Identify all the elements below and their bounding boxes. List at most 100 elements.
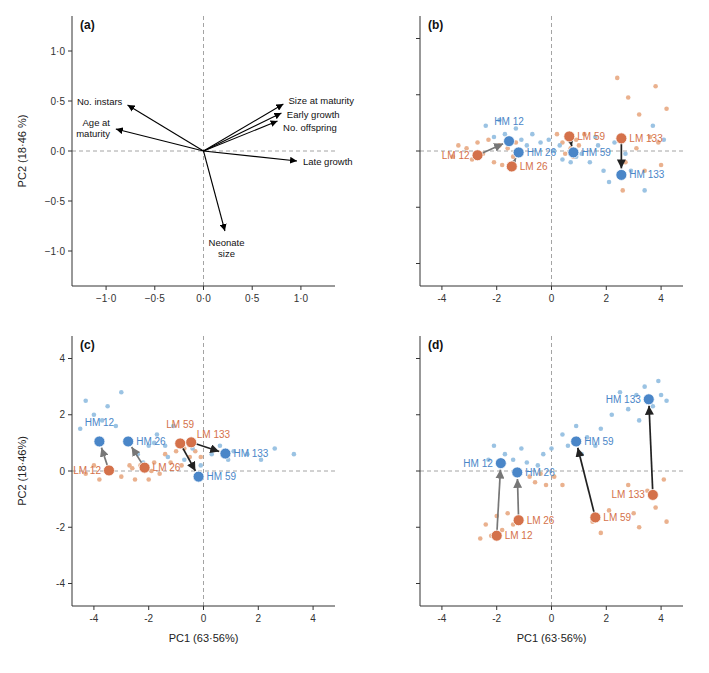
x-tick-label: 2 [256,613,262,624]
point [119,474,124,479]
y-tick-label: 4 [59,353,65,364]
centroid-label: LM 59 [577,131,605,142]
centroid-label: LM 12 [442,150,470,161]
loading-arrow [204,121,278,151]
x-tick [313,606,314,610]
centroid [504,136,515,147]
point [637,418,642,423]
point [492,135,497,140]
centroid-label: HM 26 [525,467,555,478]
vector-label: Late growth [303,156,353,167]
point [503,452,508,457]
point [492,160,497,165]
axes: -4-2024 [416,16,683,304]
x-tick-label: -2 [144,613,153,624]
x-tick-label: 2 [604,293,610,304]
x-tick [203,606,204,610]
point [651,123,656,128]
centroid-label: HM 59 [207,471,237,482]
x-tick [148,606,149,610]
point [209,452,214,457]
point [174,449,179,454]
centroid [643,394,654,405]
point [662,477,667,482]
background [0,0,709,673]
x-tick [93,606,94,610]
y-axis-label: PC2 (18·46%) [16,436,28,506]
centroid [513,147,524,158]
point [533,480,538,485]
loading-arrow [128,105,204,151]
centroid [647,489,658,500]
x-tick [252,286,253,290]
point-series [486,379,669,468]
point [519,446,524,451]
x-tick [606,606,607,610]
panel-tag: (a) [80,18,95,32]
centroid-label: HM 59 [581,147,611,158]
panel-tag: (c) [80,338,95,352]
point [182,457,187,462]
centroid [175,438,186,449]
x-tick [661,606,662,610]
point [272,446,277,451]
panel-tag: (b) [428,18,443,32]
point [563,152,568,157]
y-tick-label: −1·0 [45,246,66,257]
y-tick-label: 0 [59,466,65,477]
point [637,525,642,530]
x-tick [203,286,204,290]
point [555,132,560,137]
point [483,522,488,527]
point [483,123,488,128]
x-tick-label: −1·0 [96,293,117,304]
vector-label-line: Size at maturity [289,95,355,106]
point [607,180,612,185]
centroid [495,458,506,469]
centroid-label: LM 12 [505,530,533,541]
x-tick [661,286,662,290]
centroid [571,436,582,447]
vector-label-line: Early growth [287,109,340,120]
centroid-label: HM 12 [85,417,115,428]
loading-arrow [204,151,225,231]
point [615,76,620,81]
arrows [497,406,653,536]
centroid-labels: HM 12HM 26LM 59LM 133LM 12LM 26HM 59HM 1… [73,417,269,482]
point [599,427,604,432]
vector-label: Age atmaturity [76,117,110,139]
centroid-labels: LM 12HM 12LM 26HM 26LM 59HM 59LM 133HM 1… [442,116,665,180]
centroid-label: HM 133 [233,448,268,459]
point [560,432,565,437]
y-tick [416,151,420,152]
centroid-labels: HM 12HM 26LM 12LM 26HM 59LM 59HM 133LM 1… [463,394,645,541]
vector-label: Size at maturity [289,95,355,106]
point [651,404,656,409]
y-tick [68,251,72,252]
point [664,107,669,112]
y-tick [416,471,420,472]
point [574,424,579,429]
y-tick [68,527,72,528]
shift-arrow [649,406,653,495]
centroid-label: HM 26 [136,436,166,447]
y-tick [416,414,420,415]
vector-labels: No. instarsAge atmaturitySize at maturit… [76,95,354,258]
point [478,536,483,541]
x-tick-label: 4 [658,613,664,624]
loading-arrow [116,129,204,151]
chart: −1·0−0·50·00·51·0−1·0−0·50·00·51·0PC2 (1… [0,0,709,673]
y-tick [416,583,420,584]
point [557,143,562,148]
point [637,112,642,117]
y-tick [68,471,72,472]
x-tick [496,606,497,610]
centroid [186,437,197,448]
y-tick-label: 0·5 [51,96,66,107]
vector-label-line: Age at [83,117,111,128]
point [620,188,625,193]
centroids [491,394,658,541]
x-tick-label: 0·5 [245,293,260,304]
y-tick-label: 0·0 [51,146,66,157]
y-tick [416,358,420,359]
